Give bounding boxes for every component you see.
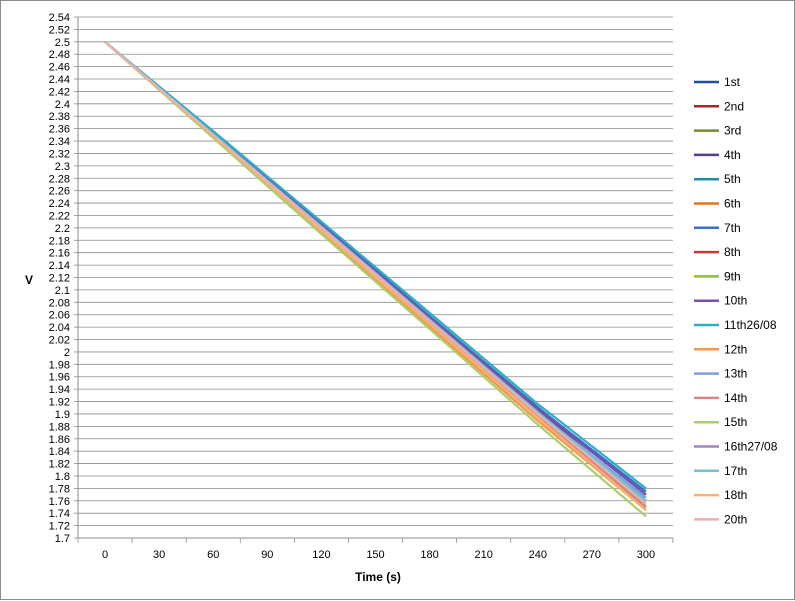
x-tick-label: 300 [637, 549, 655, 561]
legend-label: 2nd [724, 99, 744, 113]
y-tick-label: 2.14 [49, 260, 70, 272]
y-tick-label: 2.5 [55, 37, 70, 49]
y-tick-label: 2.46 [49, 62, 70, 74]
x-tick-label: 120 [312, 549, 330, 561]
y-tick-label: 1.72 [49, 521, 70, 533]
y-tick-label: 1.8 [55, 471, 70, 483]
y-tick-label: 2.08 [49, 297, 70, 309]
legend-label: 11th26/08 [724, 318, 777, 332]
y-tick-label: 2.02 [49, 335, 70, 347]
y-tick-label: 2.06 [49, 310, 70, 322]
y-tick-label: 2.4 [55, 99, 70, 111]
legend-label: 17th [724, 464, 747, 478]
y-tick-label: 2.26 [49, 186, 70, 198]
legend-label: 5th [724, 172, 741, 186]
legend-label: 16th27/08 [724, 440, 778, 454]
x-tick-label: 180 [420, 549, 438, 561]
y-tick-label: 2.24 [49, 198, 70, 210]
legend-label: 13th [724, 367, 747, 381]
legend-label: 12th [724, 342, 747, 356]
y-tick-label: 2.16 [49, 248, 70, 260]
legend-label: 20th [724, 512, 747, 526]
series-line-20th [104, 40, 647, 505]
x-tick-label: 150 [366, 549, 384, 561]
legend-label: 7th [724, 221, 741, 235]
y-tick-label: 2.44 [49, 74, 70, 86]
y-tick-label: 2.12 [49, 273, 70, 285]
axes: 1.71.721.741.761.781.81.821.841.861.881.… [49, 12, 674, 561]
y-tick-label: 1.88 [49, 421, 70, 433]
y-tick-label: 2.34 [49, 136, 70, 148]
y-tick-label: 1.7 [55, 533, 70, 545]
y-tick-label: 2.38 [49, 111, 70, 123]
y-tick-label: 2.36 [49, 124, 70, 136]
legend-label: 14th [724, 391, 747, 405]
legend-label: 10th [724, 294, 747, 308]
y-tick-label: 2.28 [49, 173, 70, 185]
x-tick-label: 30 [153, 549, 165, 561]
legend-label: 6th [724, 197, 741, 211]
x-tick-label: 240 [529, 549, 547, 561]
y-tick-label: 2.04 [49, 322, 70, 334]
series-line-11th26/08 [104, 40, 647, 490]
x-tick-label: 60 [207, 549, 219, 561]
y-tick-label: 1.96 [49, 372, 70, 384]
y-tick-label: 2.42 [49, 86, 70, 98]
legend-label: 15th [724, 415, 747, 429]
series-line-15th [104, 40, 647, 518]
y-tick-label: 2.32 [49, 148, 70, 160]
y-tick-label: 1.94 [49, 384, 70, 396]
y-tick-label: 1.86 [49, 434, 70, 446]
y-tick-label: 2 [64, 347, 70, 359]
y-tick-label: 1.74 [49, 508, 70, 520]
y-tick-label: 2.48 [49, 49, 70, 61]
y-tick-label: 2.22 [49, 210, 70, 222]
x-tick-label: 270 [583, 549, 601, 561]
x-tick-label: 0 [102, 549, 108, 561]
x-axis-title: Time (s) [355, 570, 401, 584]
legend: 1st 2nd 3rd 4th 5th 6th 7th 8th 9th 10th 11th26/08… [694, 75, 778, 526]
y-tick-label: 2.54 [49, 12, 70, 24]
legend-label: 8th [724, 245, 741, 259]
legend-label: 1st [724, 75, 741, 89]
y-tick-label: 1.76 [49, 496, 70, 508]
legend-label: 3rd [724, 124, 741, 138]
gridlines [78, 16, 673, 539]
legend-label: 9th [724, 269, 741, 283]
y-tick-label: 1.98 [49, 359, 70, 371]
y-tick-label: 2.1 [55, 285, 70, 297]
x-tick-label: 90 [261, 549, 273, 561]
y-tick-label: 2.52 [49, 24, 70, 36]
y-tick-label: 1.78 [49, 483, 70, 495]
y-tick-label: 2.18 [49, 235, 70, 247]
y-tick-label: 1.92 [49, 397, 70, 409]
series-lines [104, 40, 647, 518]
legend-label: 18th [724, 488, 747, 502]
y-axis-title: V [25, 273, 33, 287]
y-tick-label: 1.84 [49, 446, 70, 458]
y-tick-label: 2.2 [55, 223, 70, 235]
y-tick-label: 1.9 [55, 409, 70, 421]
y-tick-label: 2.3 [55, 161, 70, 173]
legend-label: 4th [724, 148, 741, 162]
y-tick-label: 1.82 [49, 459, 70, 471]
x-tick-label: 210 [475, 549, 493, 561]
